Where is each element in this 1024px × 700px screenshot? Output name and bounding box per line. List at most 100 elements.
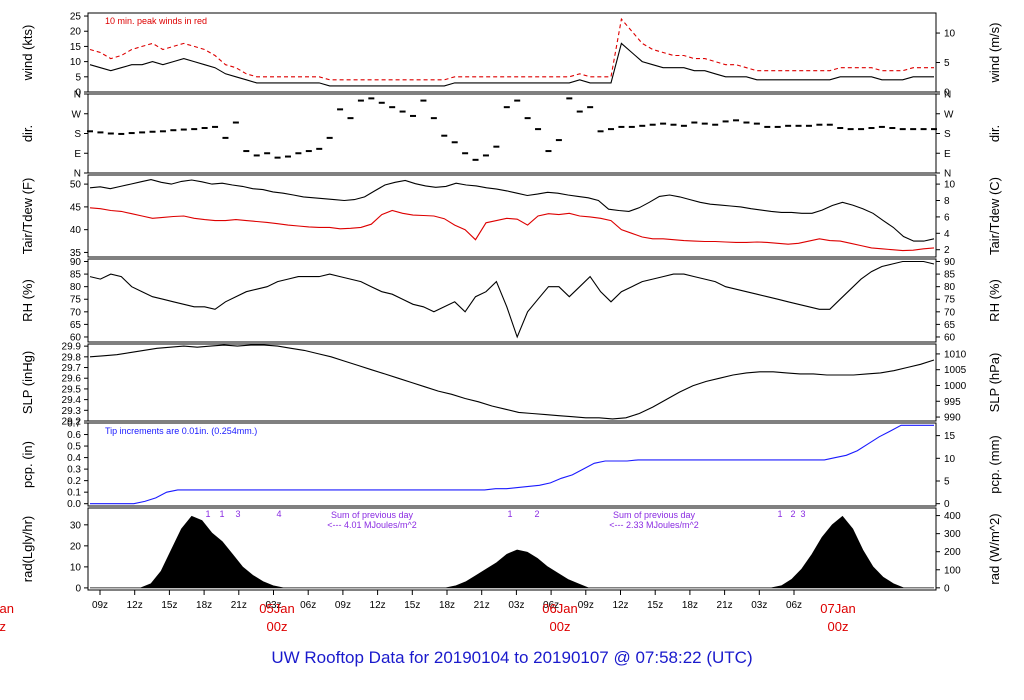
panel-frame-rad [87,507,937,591]
data-point-dir [733,119,740,122]
ytick-label-left-rh: 75 [70,295,82,306]
xtick-label: 18z [439,600,455,611]
xtick-label: 06z [786,600,802,611]
xtick-label: 09z [335,600,351,611]
ytick-label-right-temp: 2 [944,245,950,256]
data-point-dir [284,155,291,158]
annotation-sub-rad: <--- 4.01 MJoules/m^2 [327,520,417,530]
ylabel-left-pcp: pcp. (in) [20,441,35,488]
ytick-label-right-rad: 0 [944,583,950,594]
series-line-rh-0 [89,260,935,339]
ytick-label-right-pcp: 5 [944,476,950,487]
data-point-dir [462,152,469,155]
data-point-dir [889,127,896,130]
data-point-dir [660,122,667,125]
data-point-dir [639,124,646,127]
data-point-dir [545,150,552,153]
data-point-dir [805,124,812,127]
ytick-label-right-rh: 80 [944,282,956,293]
ylabel-left-slp: SLP (inHg) [20,351,35,414]
data-point-dir [576,110,583,113]
data-point-dir [493,145,500,148]
xtick-label: 21z [717,600,733,611]
ytick-label-left-dir: N [74,169,81,180]
panel-frame-pcp [87,422,937,507]
data-point-dir [368,97,375,100]
data-point-dir [826,123,833,126]
ytick-label-right-temp: 4 [944,229,950,240]
xtick-label: 06z [543,600,559,611]
data-point-dir [691,121,698,124]
ytick-label-left-rh: 80 [70,282,82,293]
ytick-label-right-rad: 200 [944,547,961,558]
ytick-label-right-rh: 75 [944,295,956,306]
xtick-label: 15z [161,600,177,611]
xtick-label: 12z [127,600,143,611]
data-point-dir [566,97,573,100]
ytick-label-right-pcp: 15 [944,431,956,442]
ytick-label-right-slp: 1010 [944,349,967,360]
data-point-dir [931,128,937,131]
series-line-slp-0 [89,344,935,420]
ytick-label-left-wind: 0 [75,88,81,99]
ytick-label-left-rad: 20 [70,541,82,552]
day-marker-label: 07Jan [820,601,855,616]
ytick-label-left-rad: 10 [70,562,82,573]
xtick-label: 12z [370,600,386,611]
ytick-label-left-slp: 29.9 [62,342,82,353]
data-point-dir [357,99,364,102]
series-line-temp-0 [89,179,935,242]
ytick-label-left-rh: 65 [70,320,82,331]
data-point-dir [149,130,156,133]
data-point-dir [139,131,146,134]
data-point-dir [441,134,448,137]
ytick-label-left-pcp: 0.7 [67,419,81,430]
data-point-dir [420,99,427,102]
series-line-temp-1 [89,207,935,252]
xtick-label: 06z [300,600,316,611]
annotation-wind: 10 min. peak winds in red [105,16,207,26]
ytick-label-right-dir: N [944,90,951,101]
top-mark-rad: 1 [777,509,782,519]
ytick-label-left-dir: E [74,149,81,160]
data-point-dir [607,128,614,131]
data-point-dir [680,124,687,127]
data-point-dir [212,125,219,128]
ytick-label-right-rh: 65 [944,320,956,331]
data-point-dir [910,128,917,131]
ytick-label-left-dir: N [74,90,81,101]
ytick-label-left-dir: W [72,109,82,120]
annotation-pcp: Tip increments are 0.01in. (0.254mm.) [105,426,257,436]
data-point-dir [628,125,635,128]
ytick-label-left-pcp: 0.2 [67,476,81,487]
ytick-label-left-rad: 0 [75,583,81,594]
xtick-label: 18z [682,600,698,611]
ytick-label-left-rh: 60 [70,332,82,343]
data-point-dir [555,139,562,142]
ytick-label-left-pcp: 0.6 [67,430,81,441]
top-mark-rad: 1 [219,509,224,519]
xtick-label: 18z [196,600,212,611]
ytick-label-left-slp: 29.5 [62,384,82,395]
data-point-dir [243,150,250,153]
ylabel-right-temp: Tair/Tdew (C) [987,177,1002,255]
ytick-label-left-slp: 29.8 [62,352,82,363]
panel-frame-dir [87,93,937,174]
ylabel-left-wind: wind (kts) [20,25,35,82]
data-point-dir [232,121,239,124]
annotation-title-rad: Sum of previous day [331,510,414,520]
ytick-label-left-temp: 35 [70,248,82,259]
xtick-label: 21z [474,600,490,611]
ytick-label-right-rh: 85 [944,270,956,281]
data-point-dir [430,117,437,120]
data-point-dir [378,101,385,104]
data-point-dir [878,125,885,128]
panel-frame-slp [87,343,937,422]
top-mark-rad: 2 [534,509,539,519]
ytick-label-left-rad: 30 [70,520,82,531]
ytick-label-right-rad: 400 [944,511,961,522]
ytick-label-left-pcp: 0.4 [67,453,81,464]
data-point-dir [722,120,729,123]
data-point-dir [524,117,531,120]
